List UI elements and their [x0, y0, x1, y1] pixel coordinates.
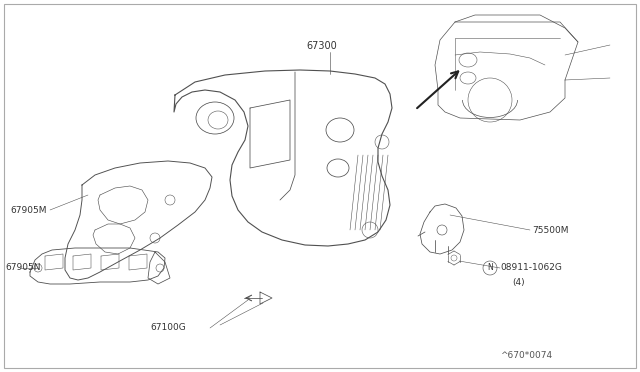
Text: (4): (4) [512, 278, 525, 286]
Text: 67300: 67300 [306, 41, 337, 51]
Text: N: N [487, 263, 493, 273]
Text: 67905M: 67905M [10, 205, 47, 215]
Text: 67100G: 67100G [150, 324, 186, 333]
Text: 75500M: 75500M [532, 225, 568, 234]
Text: 67905N: 67905N [5, 263, 40, 273]
Text: ^670*0074: ^670*0074 [500, 352, 552, 360]
Text: 08911-1062G: 08911-1062G [500, 263, 562, 273]
